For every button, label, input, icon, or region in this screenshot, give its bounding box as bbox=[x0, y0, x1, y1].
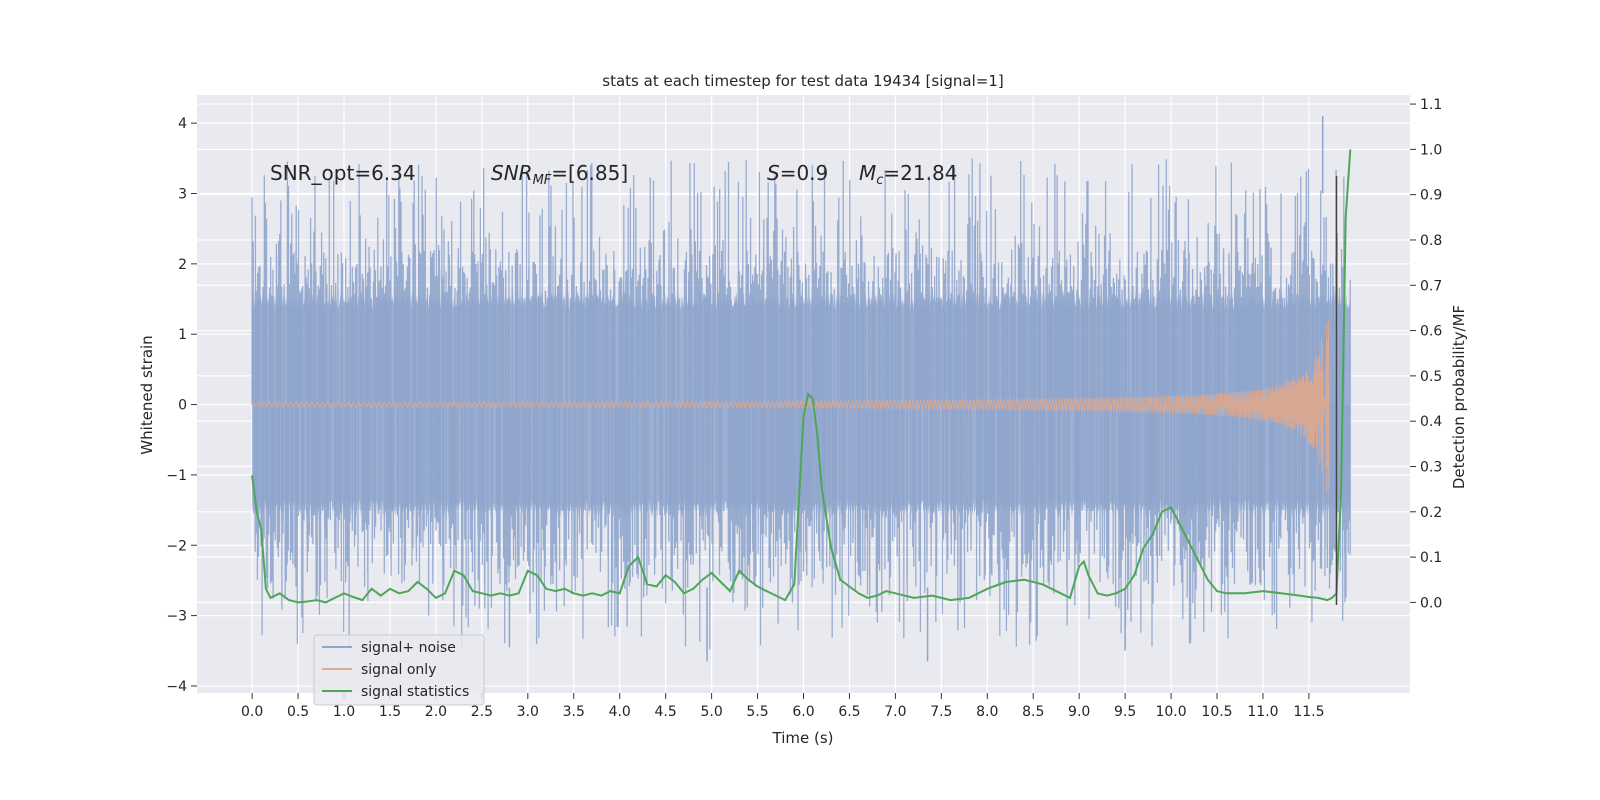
x-tick-label: 7.5 bbox=[930, 704, 952, 720]
y2-tick-label: 0.8 bbox=[1420, 233, 1442, 249]
x-tick-label: 11.5 bbox=[1293, 704, 1324, 720]
x-tick-label: 10.5 bbox=[1201, 704, 1232, 720]
x-tick-label: 4.5 bbox=[655, 704, 677, 720]
y-tick-label: −1 bbox=[166, 468, 187, 484]
y-axis-label: Whitened strain bbox=[138, 335, 156, 454]
signal-statistics-series bbox=[251, 149, 1352, 604]
y2-tick-label: 0.2 bbox=[1420, 505, 1442, 521]
annotation-snr-mf: SNRMF=[6.85] bbox=[491, 161, 628, 188]
x-tick-label: 11.0 bbox=[1247, 704, 1278, 720]
x-tick-label: 2.0 bbox=[425, 704, 447, 720]
x-tick-label: 1.5 bbox=[379, 704, 401, 720]
annotation-mc: Mc=21.84 bbox=[859, 161, 957, 188]
y-tick-label: 0 bbox=[178, 398, 187, 414]
y2-tick-label: 0.1 bbox=[1420, 550, 1442, 566]
y2-axis-ticks: 1.1 1.0 0.9 0.8 0.7 0.6 0.5 0.4 0.3 0.2 0.1 0.0 bbox=[1410, 97, 1442, 611]
x-tick-label: 8.0 bbox=[976, 704, 998, 720]
chart-title: stats at each timestep for test data 194… bbox=[602, 72, 1003, 90]
y2-tick-label: 0.9 bbox=[1420, 188, 1442, 204]
y-tick-label: 3 bbox=[178, 186, 187, 202]
y-tick-label: −4 bbox=[166, 679, 187, 695]
y2-axis-label: Detection probability/MF bbox=[1450, 305, 1468, 489]
x-tick-label: 2.5 bbox=[471, 704, 493, 720]
x-tick-label: 3.0 bbox=[517, 704, 539, 720]
y2-tick-label: 0.5 bbox=[1420, 369, 1442, 385]
x-tick-label: 9.5 bbox=[1114, 704, 1136, 720]
y2-tick-label: 1.0 bbox=[1420, 142, 1442, 158]
x-tick-label: 4.0 bbox=[609, 704, 631, 720]
x-tick-label: 5.5 bbox=[746, 704, 768, 720]
x-tick-label: 0.5 bbox=[287, 704, 309, 720]
y2-tick-label: 0.6 bbox=[1420, 324, 1442, 340]
annotation-snr-opt: SNR_opt=6.34 bbox=[270, 161, 416, 185]
annotation-s: S=0.9 bbox=[767, 161, 828, 185]
y2-tick-label: 0.0 bbox=[1420, 595, 1442, 611]
y2-tick-label: 0.7 bbox=[1420, 278, 1442, 294]
signal-chirp bbox=[251, 319, 1330, 492]
x-tick-label: 3.5 bbox=[563, 704, 585, 720]
y-axis-ticks: 4 3 2 1 0 −1 −2 −3 −4 bbox=[166, 116, 197, 695]
x-tick-label: 1.0 bbox=[333, 704, 355, 720]
y-tick-label: 1 bbox=[178, 327, 187, 343]
y2-tick-label: 0.3 bbox=[1420, 459, 1442, 475]
signal-only-series bbox=[251, 319, 1330, 492]
x-tick-label: 6.5 bbox=[838, 704, 860, 720]
y-tick-label: 2 bbox=[178, 257, 187, 273]
x-axis-ticks: 0.0 0.5 1.0 1.5 2.0 2.5 3.0 3.5 4.0 4.5 5.0 5.5 6.0 6… bbox=[241, 693, 1325, 720]
x-tick-label: 6.0 bbox=[792, 704, 814, 720]
y2-tick-label: 1.1 bbox=[1420, 97, 1442, 113]
annotations: SNR_opt=6.34 SNRMF=[6.85] S=0.9 Mc=21.84 bbox=[270, 161, 957, 188]
legend-label-noise: signal+ noise bbox=[361, 640, 456, 656]
x-tick-label: 7.0 bbox=[884, 704, 906, 720]
x-tick-label: 10.0 bbox=[1155, 704, 1186, 720]
y2-tick-label: 0.4 bbox=[1420, 414, 1442, 430]
x-tick-label: 8.5 bbox=[1022, 704, 1044, 720]
legend-label-signal: signal only bbox=[361, 662, 436, 678]
x-axis-label: Time (s) bbox=[772, 729, 834, 747]
y-tick-label: 4 bbox=[178, 116, 187, 132]
x-tick-label: 0.0 bbox=[241, 704, 263, 720]
noise-peaks bbox=[508, 116, 1324, 662]
x-tick-label: 9.0 bbox=[1068, 704, 1090, 720]
legend-label-stats: signal statistics bbox=[361, 684, 469, 700]
y-tick-label: −3 bbox=[166, 609, 187, 625]
x-tick-label: 5.0 bbox=[700, 704, 722, 720]
legend: signal+ noise signal only signal statist… bbox=[313, 634, 485, 706]
y-tick-label: −2 bbox=[166, 538, 187, 554]
stats-line bbox=[251, 149, 1352, 604]
legend-box bbox=[313, 634, 485, 706]
